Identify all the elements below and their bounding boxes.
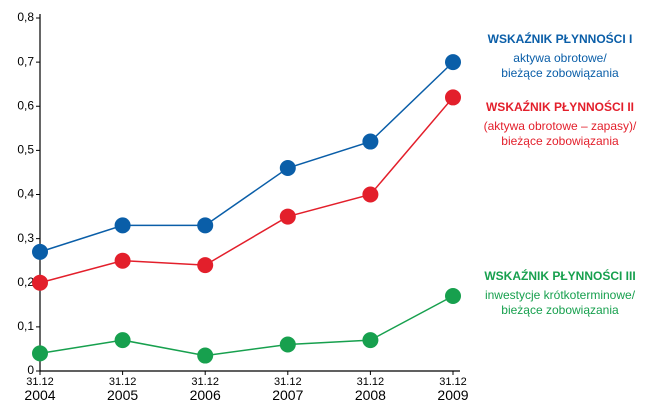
y-tick-label: 0,8	[17, 10, 34, 24]
legend-description: aktywa obrotowe/	[513, 51, 607, 65]
data-point	[279, 160, 296, 177]
data-point	[197, 257, 214, 274]
legend-title: WSKAŹNIK PŁYNNOŚCI III	[484, 268, 635, 283]
x-tick-label: 31.12 2007	[272, 376, 303, 401]
y-tick-label: 0,1	[17, 319, 34, 333]
y-tick-label: 0,3	[17, 231, 34, 245]
data-point	[197, 347, 214, 364]
data-point	[114, 252, 131, 269]
y-tick-label: 0	[27, 363, 34, 377]
legend-title: WSKAŹNIK PŁYNNOŚCI II	[486, 99, 634, 114]
x-tick-label: 31.12 2009	[437, 376, 468, 401]
data-point	[32, 274, 48, 291]
data-point	[362, 186, 379, 203]
data-point	[32, 243, 48, 260]
legend-description: bieżące zobowiązania	[501, 134, 619, 148]
data-point	[279, 208, 296, 225]
data-point	[445, 89, 461, 106]
x-tick-label: 31.12 2005	[107, 376, 138, 401]
legend-description: bieżące zobowiązania	[501, 303, 619, 317]
y-tick-label: 0,6	[17, 98, 34, 112]
y-tick-label: 0,7	[17, 54, 34, 68]
legend-description: bieżące zobowiązania	[501, 66, 619, 80]
y-tick-label: 0,2	[17, 275, 34, 289]
legend-description: (aktywa obrotowe – zapasy)/	[484, 119, 637, 133]
series-line	[39, 96, 454, 284]
data-point	[445, 287, 461, 304]
data-point	[279, 336, 296, 353]
data-point	[445, 54, 461, 71]
y-tick-label: 0,4	[17, 187, 34, 201]
data-point	[32, 345, 48, 362]
series-line	[39, 61, 454, 253]
data-point	[362, 133, 379, 150]
legend-title: WSKAŹNIK PŁYNNOŚCI I	[488, 31, 633, 46]
data-point	[197, 217, 214, 234]
x-tick-label: 31.12 2006	[190, 376, 221, 401]
y-tick-label: 0,5	[17, 143, 34, 157]
data-point	[114, 332, 131, 349]
legend-description: inwestycje krótkoterminowe/	[485, 288, 636, 302]
data-point	[114, 217, 131, 234]
data-point	[362, 332, 379, 349]
x-tick-label: 31.12 2004	[24, 376, 55, 401]
x-tick-label: 31.12 2008	[355, 376, 386, 401]
series-line	[39, 295, 454, 357]
